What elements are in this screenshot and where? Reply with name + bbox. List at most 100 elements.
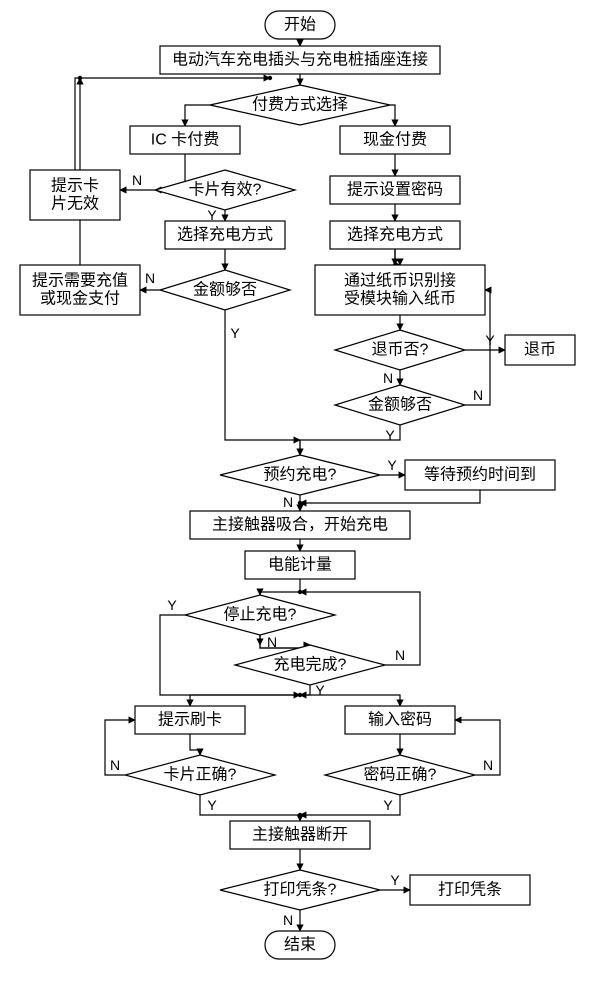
node-label: 停止充电? <box>224 606 297 624</box>
edge-24 <box>298 490 480 505</box>
node-do_refund: 退币 <box>505 335 575 365</box>
node-label: 主接触器断开 <box>252 826 348 844</box>
node-label: 选择充电方式 <box>347 226 443 244</box>
node-label: 选择充电方式 <box>177 226 273 244</box>
edge-36 <box>190 734 200 755</box>
node-prompt_swipe: 提示刷卡 <box>135 706 245 734</box>
node-reserve: 预约充电? <box>220 455 380 495</box>
edge-label: Y <box>387 457 397 473</box>
edge-label: N <box>473 387 483 403</box>
edge-7 <box>75 76 272 170</box>
node-label: 提示设置密码 <box>347 181 443 199</box>
node-meter: 电能计量 <box>245 551 355 579</box>
edge-6: N <box>120 172 155 190</box>
edge-9: N <box>140 270 160 290</box>
edge-27 <box>260 579 302 595</box>
node-enter_pwd: 输入密码 <box>345 706 455 734</box>
edge-label: Y <box>390 872 400 888</box>
node-label: 密码正确? <box>364 766 437 784</box>
node-label: 退币否? <box>372 341 429 359</box>
node-pay_choice: 付费方式选择 <box>210 85 390 125</box>
node-label: 电能计量 <box>268 556 332 574</box>
node-sel_mode_ic: 选择充电方式 <box>165 221 285 249</box>
node-print_q: 打印凭条? <box>220 870 380 910</box>
node-label: 卡片正确? <box>164 766 237 784</box>
node-label: 提示卡 <box>51 176 99 194</box>
edge-label: N <box>145 270 155 286</box>
node-card_ok: 卡片正确? <box>125 755 275 795</box>
node-connect: 电动汽车充电插头与充电桩插座连接 <box>160 46 440 74</box>
node-wait_time: 等待预约时间到 <box>405 460 555 490</box>
node-end: 结束 <box>265 931 335 959</box>
edge-22: Y <box>300 425 400 455</box>
node-label: 卡片有效? <box>189 181 262 199</box>
node-pwd_ok: 密码正确? <box>325 755 475 795</box>
edge-19: Y <box>465 332 505 350</box>
node-do_print: 打印凭条 <box>410 875 530 905</box>
node-label: 提示刷卡 <box>158 711 222 729</box>
node-card_invalid: 提示卡片无效 <box>30 170 120 220</box>
node-set_pwd: 提示设置密码 <box>330 176 460 204</box>
node-card_valid: 卡片有效? <box>155 170 295 210</box>
node-label: 付费方式选择 <box>252 96 348 114</box>
edge-label: N <box>132 172 142 188</box>
node-amount_ic: 金额够否 <box>160 270 290 310</box>
node-start: 开始 <box>265 11 335 39</box>
node-label: 金额够否 <box>193 281 257 299</box>
edge-11: Y <box>225 310 300 440</box>
edge-41: Y <box>298 795 400 817</box>
node-label: 结束 <box>284 936 316 954</box>
node-label: 退币 <box>524 341 556 359</box>
node-stop_charge: 停止充电? <box>185 595 335 635</box>
edge-2 <box>185 105 210 126</box>
node-sel_mode_cash: 选择充电方式 <box>330 221 460 249</box>
node-label: 打印凭条? <box>264 881 337 899</box>
node-label: 现金付费 <box>363 131 427 149</box>
edge-43: Y <box>380 872 410 890</box>
edge-label: N <box>283 912 293 928</box>
node-label: 受模块输入纸币 <box>344 290 456 308</box>
node-label: 提示需要充值 <box>32 271 128 289</box>
edge-44: N <box>283 910 300 931</box>
node-amount_cash: 金额够否 <box>335 385 465 425</box>
node-label: 或现金支付 <box>40 290 120 308</box>
edge-label: Y <box>230 325 240 341</box>
edge-40: Y <box>200 795 300 821</box>
node-need_topup: 提示需要充值或现金支付 <box>20 265 140 315</box>
edge-label: N <box>283 494 293 510</box>
edge-38: N <box>105 720 135 775</box>
edge-34 <box>190 693 302 706</box>
node-charge_done: 充电完成? <box>235 645 385 685</box>
node-refund: 退币否? <box>335 330 465 370</box>
node-label: 金额够否 <box>368 396 432 414</box>
edge-label: N <box>395 647 405 663</box>
node-contactor_off: 主接触器断开 <box>230 821 370 849</box>
node-ic_pay: IC 卡付费 <box>130 126 240 154</box>
edge-label: Y <box>207 797 217 813</box>
edge-20: N <box>383 370 400 386</box>
edge-23: Y <box>380 457 405 475</box>
edge-label: N <box>483 757 493 773</box>
node-insert_bill: 通过纸币识别接受模块输入纸币 <box>315 265 485 315</box>
edge-label: Y <box>167 597 177 613</box>
node-label: 充电完成? <box>274 656 347 674</box>
edge-25: N <box>283 494 300 511</box>
edge-label: Y <box>385 427 395 443</box>
node-label: 打印凭条 <box>438 881 502 899</box>
edge-39: N <box>455 720 500 775</box>
node-label: 开始 <box>284 16 316 34</box>
node-label: 片无效 <box>51 195 99 213</box>
node-label: 输入密码 <box>368 711 432 729</box>
edge-label: Y <box>383 797 393 813</box>
node-cash_pay: 现金付费 <box>340 126 450 154</box>
node-label: 通过纸币识别接 <box>344 271 456 289</box>
edge-label: N <box>110 757 120 773</box>
node-label: IC 卡付费 <box>151 131 219 149</box>
node-label: 电动汽车充电插头与充电桩插座连接 <box>172 51 428 69</box>
edge-3 <box>390 105 395 126</box>
node-label: 主接触器吸合，开始充电 <box>212 516 388 534</box>
node-label: 等待预约时间到 <box>424 466 536 484</box>
node-contactor_on: 主接触器吸合，开始充电 <box>190 511 410 539</box>
node-label: 预约充电? <box>264 466 337 484</box>
edge-label: N <box>383 370 393 386</box>
